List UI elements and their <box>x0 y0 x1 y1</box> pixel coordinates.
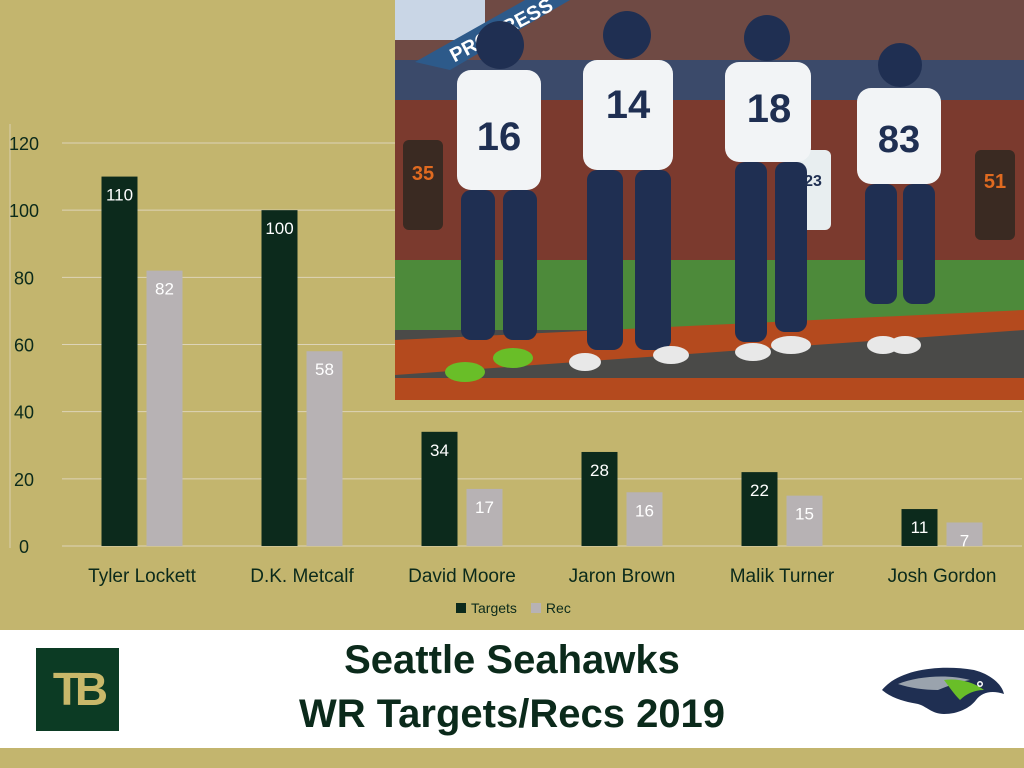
data-label-rec: 16 <box>635 501 654 520</box>
legend-label-targets: Targets <box>471 600 517 616</box>
data-label-rec: 82 <box>155 280 174 299</box>
bar-targets-3 <box>581 451 618 546</box>
player-14: 14 <box>569 11 689 371</box>
y-tick-label: 40 <box>14 403 34 423</box>
seahawks-logo-icon <box>882 667 1004 714</box>
x-tick-label: Jaron Brown <box>569 566 676 587</box>
x-tick-label: Tyler Lockett <box>88 566 196 587</box>
data-label-targets: 100 <box>265 219 293 238</box>
tb-logo: TB <box>36 648 119 731</box>
data-label-rec: 58 <box>315 360 334 379</box>
x-tick-label: Malik Turner <box>730 566 835 587</box>
data-label-rec: 17 <box>475 498 494 517</box>
bars: 110 82 100 58 34 17 28 16 22 15 11 7 <box>101 176 983 550</box>
legend-swatch-targets <box>456 603 466 613</box>
bar-rec-3 <box>626 492 663 546</box>
bottom-strip <box>0 748 1024 768</box>
legend-label-rec: Rec <box>545 600 571 616</box>
players-photo: PROGRESS 35 23 51 16 <box>395 0 1024 400</box>
legend-item-targets: Targets <box>456 600 517 616</box>
bar-rec-2 <box>466 488 503 546</box>
bar-targets-2 <box>421 431 458 546</box>
y-tick-label: 120 <box>9 134 39 154</box>
title-banner <box>0 630 1024 748</box>
tb-logo-text: TB <box>52 663 108 715</box>
svg-text:51: 51 <box>984 171 1006 193</box>
data-label-rec: 7 <box>960 531 969 550</box>
svg-text:14: 14 <box>606 83 651 127</box>
legend: Targets Rec <box>456 598 571 618</box>
svg-text:83: 83 <box>878 119 920 161</box>
y-axis-ticks: 0 20 40 60 80 100 120 <box>9 134 39 557</box>
svg-text:18: 18 <box>747 87 792 131</box>
player-18: 18 <box>725 15 811 361</box>
svg-text:35: 35 <box>412 163 434 185</box>
bar-rec-0 <box>146 270 183 546</box>
legend-item-rec: Rec <box>530 600 571 616</box>
bar-rec-5 <box>946 522 983 546</box>
svg-text:16: 16 <box>477 115 522 159</box>
player-83: 83 <box>857 43 941 354</box>
y-tick-label: 20 <box>14 470 34 490</box>
x-tick-label: David Moore <box>408 566 516 587</box>
data-label-targets: 110 <box>106 186 133 205</box>
data-label-rec: 15 <box>795 505 814 524</box>
svg-text:23: 23 <box>804 173 822 190</box>
bar-targets-1 <box>261 210 298 546</box>
x-tick-label: Josh Gordon <box>888 566 997 587</box>
y-tick-label: 100 <box>9 201 39 221</box>
title-line-2: WR Targets/Recs 2019 <box>298 692 726 736</box>
bar-targets-0 <box>101 176 138 547</box>
bar-targets-5 <box>901 509 938 546</box>
data-label-targets: 34 <box>430 441 449 460</box>
y-tick-label: 60 <box>14 336 34 356</box>
legend-swatch-rec <box>530 603 541 613</box>
player-16: 16 <box>445 21 541 382</box>
bar-rec-4 <box>786 495 823 546</box>
data-label-targets: 28 <box>590 461 609 480</box>
title-line-1: Seattle Seahawks <box>344 638 680 682</box>
bar-targets-4 <box>741 472 778 546</box>
y-tick-label: 0 <box>19 537 29 557</box>
x-tick-label: D.K. Metcalf <box>250 566 354 587</box>
x-axis-labels: Tyler Lockett D.K. Metcalf David Moore Jaro… <box>88 566 996 587</box>
data-label-targets: 11 <box>911 518 929 537</box>
data-label-targets: 22 <box>750 481 769 500</box>
y-tick-label: 80 <box>14 268 34 288</box>
bar-rec-1 <box>306 351 343 546</box>
